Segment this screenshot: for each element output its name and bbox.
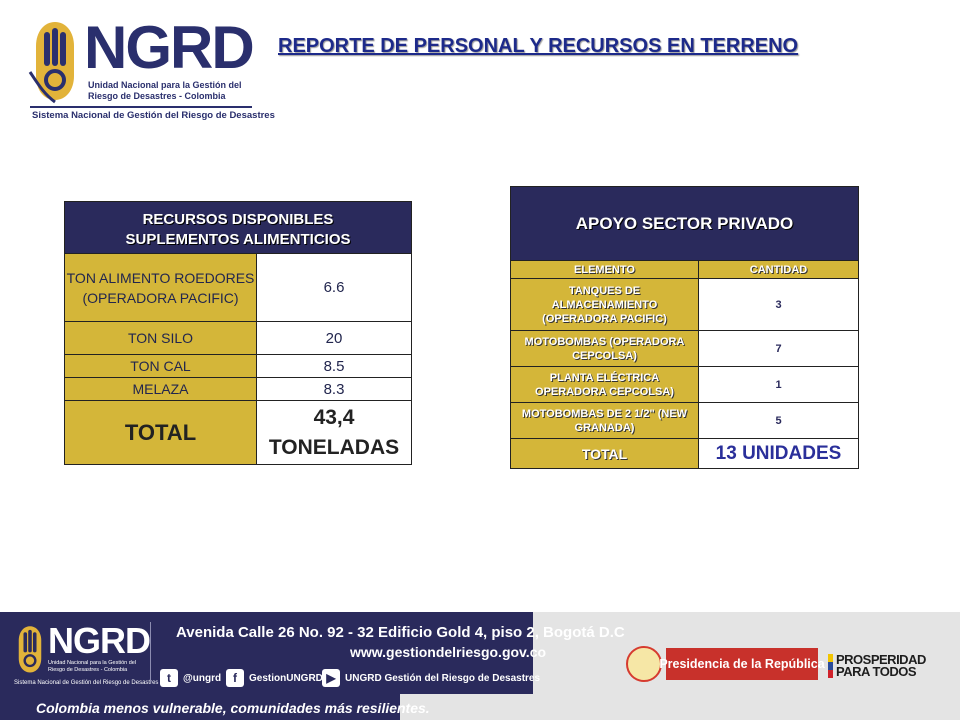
element-quantity: 3 [698, 278, 859, 331]
private-support-header: APOYO SECTOR PRIVADO [510, 186, 859, 261]
table-row: PLANTA ELÉCTRICA OPERADORA CEPCOLSA) 1 [510, 366, 859, 403]
footer-logo-wordmark: NGRD [48, 620, 151, 661]
table-row: TON ALIMENTO ROEDORES (OPERADORA PACIFIC… [64, 253, 412, 322]
resource-value: 8.5 [256, 354, 412, 378]
footer-slogan: Colombia menos vulnerable, comunidades m… [36, 700, 430, 716]
footer: NGRD Unidad Nacional para la Gestión del… [0, 612, 960, 720]
table-row: MOTOBOMBAS (OPERADORA CEPCOLSA) 7 [510, 330, 859, 367]
element-quantity: 7 [698, 330, 859, 367]
table-row: MOTOBOMBAS DE 2 1/2" (NEW GRANADA) 5 [510, 402, 859, 439]
resources-header-line-2: SUPLEMENTOS ALIMENTICIOS [125, 230, 351, 248]
table-row: MELAZA 8.3 [64, 377, 412, 401]
resource-label: TON CAL [64, 354, 257, 378]
total-value: 43,4 TONELADAS [256, 400, 412, 465]
element-quantity: 5 [698, 402, 859, 439]
facebook-handle: GestionUNGRD [249, 672, 323, 684]
colombia-seal-icon [626, 646, 662, 682]
element-label: TANQUES DE ALMACENAMIENTO (OPERADORA PAC… [510, 278, 699, 331]
logo-tagline: Sistema Nacional de Gestión del Riesgo d… [32, 110, 275, 121]
flag-stripe-icon [828, 654, 833, 678]
facebook-icon: f [226, 669, 244, 687]
footer-address: Avenida Calle 26 No. 92 - 32 Edificio Go… [176, 624, 625, 641]
footer-logo-line: Unidad Nacional para la Gestión del Ries… [48, 660, 137, 673]
total-unit: TONELADAS [268, 435, 400, 459]
private-support-table: APOYO SECTOR PRIVADO ELEMENTO CANTIDAD T… [510, 186, 859, 469]
total-label: TOTAL [510, 438, 699, 469]
table-row: TON SILO 20 [64, 321, 412, 355]
column-header-quantity: CANTIDAD [698, 260, 859, 279]
prosperidad-line-1: PROSPERIDAD [836, 652, 926, 667]
twitter-icon: t [160, 669, 178, 687]
table-row: TANQUES DE ALMACENAMIENTO (OPERADORA PAC… [510, 278, 859, 331]
resource-value: 8.3 [256, 377, 412, 401]
element-label: MOTOBOMBAS DE 2 1/2" (NEW GRANADA) [510, 402, 699, 439]
twitter-handle: @ungrd [183, 672, 222, 684]
footer-contact-panel [0, 612, 533, 694]
table-row: TON CAL 8.5 [64, 354, 412, 378]
logo-line-1: Unidad Nacional para la Gestión del [88, 80, 242, 90]
page-title: REPORTE DE PERSONAL Y RECURSOS EN TERREN… [278, 35, 799, 57]
footer-website-link[interactable]: www.gestiondelriesgo.gov.co [350, 644, 547, 660]
element-label: MOTOBOMBAS (OPERADORA CEPCOLSA) [510, 330, 699, 367]
footer-logo-tagline: Sistema Nacional de Gestión del Riesgo d… [14, 680, 159, 686]
resources-table-header: RECURSOS DISPONIBLES SUPLEMENTOS ALIMENT… [64, 201, 412, 254]
prosperidad-line-2: PARA TODOS [836, 664, 916, 679]
youtube-link[interactable]: ▶ UNGRD Gestión del Riesgo de Desastres [322, 668, 540, 688]
column-header-element: ELEMENTO [510, 260, 699, 279]
prosperidad-logo: PROSPERIDAD PARA TODOS [836, 652, 926, 679]
resources-table: RECURSOS DISPONIBLES SUPLEMENTOS ALIMENT… [64, 201, 412, 465]
ngrd-logo: NGRD Unidad Nacional para la Gestión del… [28, 14, 275, 126]
total-amount: 43,4 [313, 405, 355, 429]
slogan-bar [0, 694, 400, 720]
element-quantity: 1 [698, 366, 859, 403]
logo-line-2: Riesgo de Desastres - Colombia [88, 91, 226, 101]
resource-value: 20 [256, 321, 412, 355]
resources-header-line-1: RECURSOS DISPONIBLES [142, 210, 334, 228]
resource-label: MELAZA [64, 377, 257, 401]
ngrd-hand-icon [18, 626, 42, 673]
logo-wordmark: NGRD [84, 14, 255, 81]
element-label: PLANTA ELÉCTRICA OPERADORA CEPCOLSA) [510, 366, 699, 403]
total-row: TOTAL 13 UNIDADES [510, 438, 859, 469]
ngrd-hand-icon [28, 22, 74, 104]
resource-label: TON SILO [64, 321, 257, 355]
resource-value: 6.6 [256, 253, 412, 322]
footer-divider [150, 622, 151, 682]
resource-label: TON ALIMENTO ROEDORES (OPERADORA PACIFIC… [64, 253, 257, 322]
youtube-handle: UNGRD Gestión del Riesgo de Desastres [345, 672, 541, 684]
youtube-icon: ▶ [322, 669, 340, 687]
logo-divider [30, 106, 252, 108]
twitter-link[interactable]: t @ungrd [160, 668, 221, 688]
facebook-link[interactable]: f GestionUNGRD [226, 668, 323, 688]
total-row: TOTAL 43,4 TONELADAS [64, 400, 412, 465]
logo-subtitle: Unidad Nacional para la Gestión del Ries… [88, 80, 258, 102]
total-value: 13 UNIDADES [698, 438, 859, 469]
total-label: TOTAL [64, 400, 257, 465]
presidencia-logo: Presidencia de la República [659, 648, 825, 680]
